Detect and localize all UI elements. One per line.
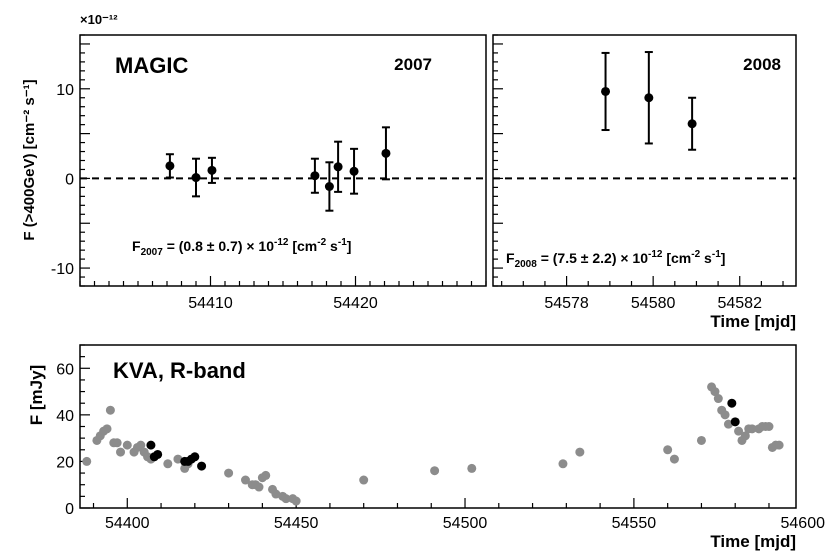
data-point bbox=[207, 165, 217, 175]
gray-data-point bbox=[747, 424, 757, 434]
fit-2008-annotation: F2008 = (7.5 ± 2.2) × 10-12 [cm-2 s-1] bbox=[506, 249, 725, 270]
black-data-point bbox=[153, 449, 163, 459]
y-tick-label: 0 bbox=[65, 171, 74, 188]
y-tick-label: 20 bbox=[56, 454, 74, 471]
data-point bbox=[601, 86, 611, 96]
kva-points bbox=[82, 382, 784, 506]
gray-data-point bbox=[112, 438, 122, 448]
y-tick-label: 60 bbox=[56, 361, 74, 378]
data-point bbox=[644, 93, 654, 103]
gray-data-point bbox=[163, 459, 173, 469]
black-data-point bbox=[727, 398, 737, 408]
black-data-point bbox=[146, 440, 156, 450]
gray-data-point bbox=[254, 482, 264, 492]
magic-2008-frame bbox=[492, 34, 797, 287]
data-point bbox=[687, 119, 697, 129]
gray-data-point bbox=[467, 463, 477, 473]
gray-data-point bbox=[271, 489, 281, 499]
kva-x-axis-label: Time [mjd] bbox=[710, 532, 796, 551]
gray-data-point bbox=[713, 394, 723, 404]
kva-frame bbox=[79, 344, 797, 509]
kva-panel: 54400 54450 54500 54550 54600 0 20 40 60 KVA, R-… bbox=[27, 344, 826, 551]
x-tick-label: 54582 bbox=[717, 295, 762, 312]
gray-data-point bbox=[669, 454, 679, 464]
kva-ticks: 54400 54450 54500 54550 54600 0 20 40 60 bbox=[56, 344, 826, 532]
gray-data-point bbox=[774, 440, 784, 450]
gray-data-point bbox=[224, 468, 234, 478]
gray-data-point bbox=[82, 456, 92, 466]
x-tick-label: 54400 bbox=[105, 515, 150, 532]
gray-data-point bbox=[261, 470, 271, 480]
magic-2007-points bbox=[165, 126, 391, 212]
gray-data-point bbox=[173, 454, 183, 464]
gray-data-point bbox=[281, 494, 291, 504]
gray-data-point bbox=[291, 496, 301, 506]
kva-y-axis-label: F [mJy] bbox=[27, 365, 46, 425]
x-tick-label: 54450 bbox=[274, 515, 319, 532]
data-point bbox=[349, 166, 359, 176]
data-point bbox=[310, 171, 320, 181]
x-tick-label: 54580 bbox=[631, 295, 676, 312]
black-data-point bbox=[190, 452, 200, 462]
magic-2007-frame bbox=[79, 34, 487, 287]
gray-data-point bbox=[764, 422, 774, 431]
gray-data-point bbox=[430, 466, 440, 476]
magic-x-axis-label: Time [mjd] bbox=[710, 312, 796, 331]
gray-data-point bbox=[740, 431, 750, 441]
magic-2008-panel: 54578 54580 54582 2008 F2008 = (7.5 ± 2.2)… bbox=[492, 34, 797, 331]
gray-data-point bbox=[240, 475, 250, 485]
x-tick-label: 54420 bbox=[333, 295, 378, 312]
gray-data-point bbox=[663, 445, 673, 455]
x-tick-label: 54410 bbox=[188, 295, 233, 312]
y-tick-label: 40 bbox=[56, 408, 74, 425]
data-point bbox=[191, 173, 201, 183]
data-point bbox=[324, 181, 334, 191]
gray-data-point bbox=[575, 447, 585, 457]
black-data-point bbox=[197, 461, 207, 471]
gray-data-point bbox=[102, 424, 112, 434]
gray-data-point bbox=[723, 419, 733, 429]
data-point bbox=[165, 161, 175, 171]
magic-label: MAGIC bbox=[115, 53, 188, 78]
x-tick-label: 54578 bbox=[544, 295, 589, 312]
black-data-point bbox=[730, 417, 740, 427]
gray-data-point bbox=[734, 426, 744, 436]
gray-data-point bbox=[359, 475, 369, 485]
y-multiplier: ×10⁻¹² bbox=[80, 12, 118, 27]
magic-y-axis-label: F (>400GeV) [cm⁻² s⁻¹] bbox=[21, 79, 38, 240]
x-tick-label: 54600 bbox=[781, 515, 826, 532]
y-tick-label: 0 bbox=[65, 501, 74, 518]
year-2007-label: 2007 bbox=[394, 55, 432, 74]
gray-data-point bbox=[105, 405, 115, 415]
y-tick-label: 10 bbox=[56, 82, 74, 99]
y-tick-label: -10 bbox=[51, 261, 74, 278]
gray-data-point bbox=[558, 459, 568, 469]
magic-2007-panel: 54410 54420 -10 0 10 MAGIC 2007 F2007 = (0.8… bbox=[21, 12, 487, 312]
kva-label: KVA, R-band bbox=[113, 358, 246, 383]
data-point bbox=[333, 162, 343, 172]
magic-2007-ticks: 54410 54420 -10 0 10 bbox=[51, 34, 487, 312]
gray-data-point bbox=[710, 387, 720, 397]
magic-2008-points bbox=[601, 51, 697, 151]
data-point bbox=[381, 148, 391, 158]
gray-data-point bbox=[720, 410, 730, 420]
gray-data-point bbox=[122, 440, 132, 450]
gray-data-point bbox=[136, 440, 146, 450]
year-2008-label: 2008 bbox=[743, 55, 781, 74]
fit-2007-annotation: F2007 = (0.8 ± 0.7) × 10-12 [cm-2 s-1] bbox=[132, 237, 351, 258]
gray-data-point bbox=[116, 447, 126, 457]
gray-data-point bbox=[696, 435, 706, 445]
x-tick-label: 54550 bbox=[612, 515, 657, 532]
x-tick-label: 54500 bbox=[443, 515, 488, 532]
